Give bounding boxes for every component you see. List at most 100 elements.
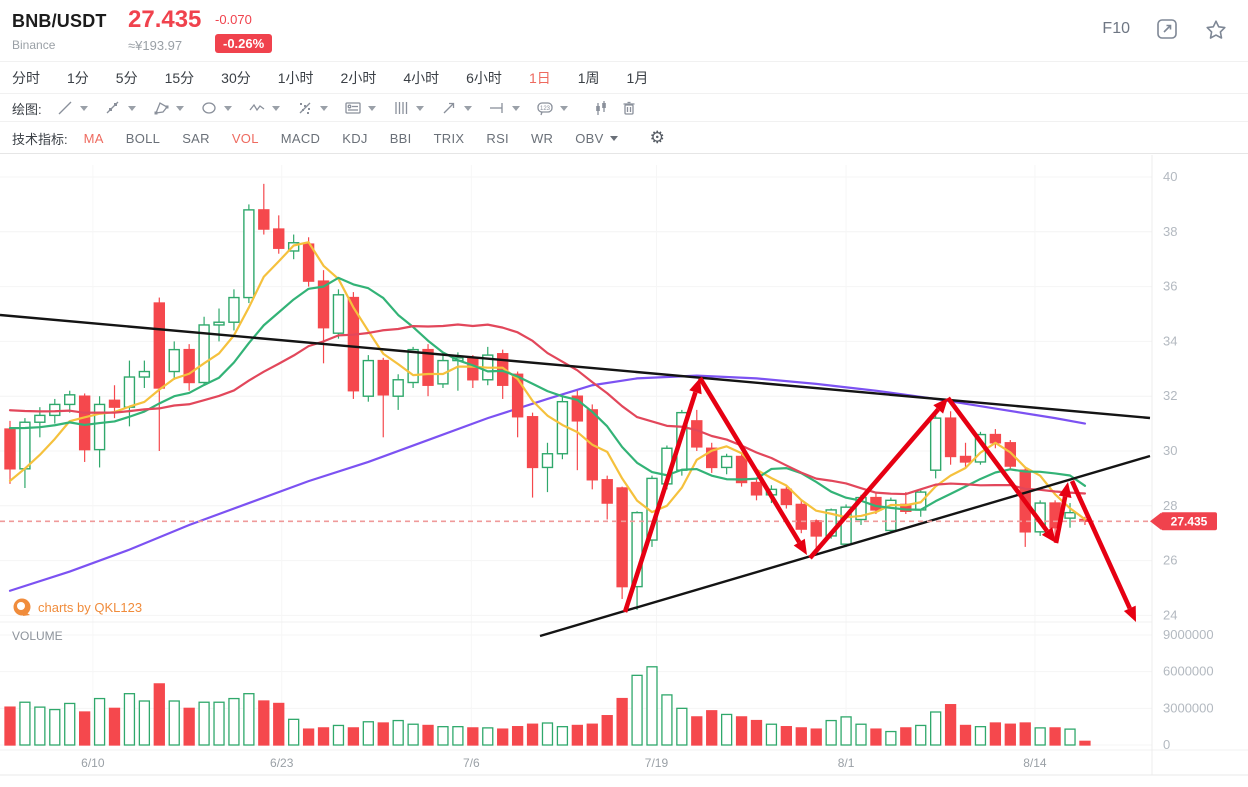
volume-bar	[34, 706, 46, 746]
timeframe-tab-1月[interactable]: 1月	[626, 70, 649, 86]
timeframe-tab-6小时[interactable]: 6小时	[466, 70, 502, 86]
current-price-tag-value: 27.435	[1171, 514, 1208, 528]
indicator-bbi[interactable]: BBI	[389, 130, 412, 146]
drawn-arrow[interactable]	[1069, 480, 1132, 610]
draw-tool-trend-line-icon[interactable]	[56, 99, 94, 117]
drawn-arrow-head	[1041, 527, 1056, 543]
caret-down-icon[interactable]	[367, 105, 376, 111]
volume-bar	[974, 726, 987, 746]
caret-down-icon[interactable]	[415, 105, 424, 111]
draw-tool-time-range-icon[interactable]	[392, 99, 430, 117]
drawn-arrow-head	[1123, 605, 1136, 622]
drawn-arrow[interactable]	[1053, 496, 1068, 544]
candlestick-chart-canvas[interactable]: 40 38 36 34 32 30 28 26 24 9000000 6000000 3000000 0…	[0, 155, 1248, 787]
candle	[706, 447, 718, 469]
timeframe-tab-5分[interactable]: 5分	[115, 70, 138, 86]
draw-tool-wave-icon[interactable]	[248, 99, 286, 117]
change-percent-badge: -0.26%	[215, 34, 273, 53]
drawn-trendline[interactable]	[0, 313, 1151, 420]
timeframe-tab-1周[interactable]: 1周	[577, 70, 600, 86]
change-absolute: -0.070	[215, 12, 252, 27]
drawn-arrow-head	[1058, 482, 1072, 498]
date-axis-label: 7/19	[645, 756, 669, 770]
fullscreen-icon[interactable]	[1156, 18, 1178, 40]
volume-bar	[616, 697, 628, 746]
drawing-toolbar: 绘图: 123	[0, 95, 1248, 122]
draw-tool-kline-style-icon[interactable]	[592, 99, 610, 117]
indicator-boll[interactable]: BOLL	[125, 130, 161, 146]
caret-down-icon[interactable]	[79, 105, 88, 111]
volume-bar	[1064, 728, 1076, 746]
timeframe-tab-1分[interactable]: 1分	[67, 70, 89, 86]
indicator-settings-gear-icon[interactable]: ⚙	[649, 128, 665, 147]
indicator-vol[interactable]: VOL	[231, 130, 259, 146]
indicator-ma[interactable]: MA	[83, 130, 104, 146]
draw-tool-parallel-channel-icon[interactable]	[104, 99, 142, 117]
volume-bar	[601, 715, 613, 746]
caret-down-icon[interactable]	[559, 105, 568, 111]
volume-bar	[840, 716, 852, 746]
caret-down-icon[interactable]	[271, 105, 280, 111]
volume-bar	[825, 719, 837, 746]
candle	[795, 503, 807, 530]
volume-bar	[243, 693, 255, 746]
volume-bar	[556, 726, 569, 746]
caret-down-icon[interactable]	[223, 105, 232, 111]
drawn-arrow[interactable]	[946, 396, 1049, 533]
volume-bar	[317, 727, 330, 746]
timeframe-tab-30分[interactable]: 30分	[221, 70, 251, 86]
volume-bar	[168, 700, 180, 746]
draw-tool-polygon-icon[interactable]	[152, 99, 190, 117]
volume-bar	[795, 727, 807, 746]
volume-bar	[870, 728, 882, 746]
candle	[34, 414, 46, 423]
volume-bar	[1004, 723, 1016, 746]
timeframe-tab-1小时[interactable]: 1小时	[277, 70, 314, 86]
volume-bar	[467, 727, 479, 746]
volume-bar	[1019, 722, 1031, 746]
caret-down-icon[interactable]	[127, 105, 136, 111]
draw-tool-text-note-icon[interactable]	[344, 99, 382, 117]
indicator-wr[interactable]: WR	[530, 130, 554, 146]
favorite-star-icon[interactable]	[1204, 18, 1226, 40]
timeframe-tab-2小时[interactable]: 2小时	[340, 70, 377, 86]
drawn-trendline[interactable]	[539, 454, 1151, 638]
draw-tool-gann-fan-icon[interactable]	[296, 99, 334, 117]
caret-down-icon[interactable]	[463, 105, 472, 111]
indicator-trix[interactable]: TRIX	[433, 130, 465, 146]
chart-area[interactable]: 40 38 36 34 32 30 28 26 24 9000000 6000000 3000000 0…	[0, 155, 1248, 787]
timeframe-tab-15分[interactable]: 15分	[164, 70, 195, 86]
volume-bar	[900, 727, 912, 746]
draw-tool-horizontal-ray-icon[interactable]	[488, 99, 526, 117]
indicator-bar-label: 技术指标:	[12, 131, 68, 147]
volume-bar	[511, 726, 524, 746]
caret-down-icon[interactable]	[319, 105, 328, 111]
candle	[317, 280, 330, 329]
indicator-kdj[interactable]: KDJ	[342, 130, 368, 146]
volume-bar	[586, 723, 598, 746]
drawn-arrow[interactable]	[622, 391, 698, 613]
timeframe-tab-1日[interactable]: 1日	[528, 70, 551, 86]
drawn-arrow[interactable]	[698, 376, 802, 544]
ma-line-ma10	[8, 276, 1087, 511]
volume-bar	[780, 726, 793, 746]
drawn-arrow[interactable]	[808, 407, 940, 560]
indicator-sar[interactable]: SAR	[182, 130, 210, 146]
indicator-macd[interactable]: MACD	[280, 130, 321, 146]
draw-tool-ellipse-icon[interactable]	[200, 99, 238, 117]
draw-tool-delete-icon[interactable]	[620, 99, 638, 117]
price-axis-label: 34	[1163, 333, 1177, 348]
indicator-obv[interactable]: OBV	[575, 131, 623, 146]
draw-tool-price-callout-icon[interactable]: 123	[536, 99, 574, 117]
candle	[258, 209, 270, 230]
timeframe-tab-分时[interactable]: 分时	[12, 70, 40, 86]
f10-button[interactable]: F10	[1102, 20, 1130, 37]
volume-axis-label: 9000000	[1163, 627, 1214, 642]
caret-down-icon[interactable]	[609, 135, 618, 141]
caret-down-icon[interactable]	[511, 105, 520, 111]
draw-tool-arrow-icon[interactable]	[440, 99, 478, 117]
timeframe-tab-4小时[interactable]: 4小时	[403, 70, 440, 86]
indicator-rsi[interactable]: RSI	[486, 130, 509, 146]
caret-down-icon[interactable]	[175, 105, 184, 111]
candle	[168, 348, 180, 373]
